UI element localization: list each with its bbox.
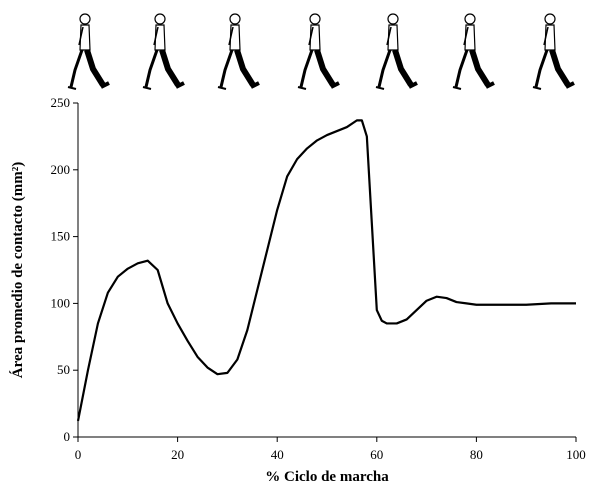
walking-figure	[298, 14, 339, 89]
walking-figure	[453, 14, 494, 89]
x-tick-label: 0	[75, 447, 82, 462]
y-tick-label: 150	[51, 229, 71, 244]
walking-figure	[533, 14, 574, 89]
y-tick-label: 250	[51, 95, 71, 110]
walking-figure	[68, 14, 109, 89]
y-tick-label: 100	[51, 295, 71, 310]
y-tick-label: 200	[51, 162, 71, 177]
y-tick-label: 50	[57, 362, 70, 377]
x-tick-label: 60	[370, 447, 383, 462]
walking-figure	[143, 14, 184, 89]
y-axis-title: Área promedio de contacto (mm²)	[9, 162, 26, 378]
x-tick-label: 80	[470, 447, 483, 462]
walking-figure	[376, 14, 417, 89]
x-tick-label: 100	[566, 447, 586, 462]
data-line	[76, 119, 576, 422]
x-tick-label: 40	[271, 447, 284, 462]
y-tick-label: 0	[64, 429, 71, 444]
x-tick-label: 20	[171, 447, 184, 462]
x-axis-title: % Ciclo de marcha	[265, 469, 389, 485]
walking-figure	[218, 14, 259, 89]
